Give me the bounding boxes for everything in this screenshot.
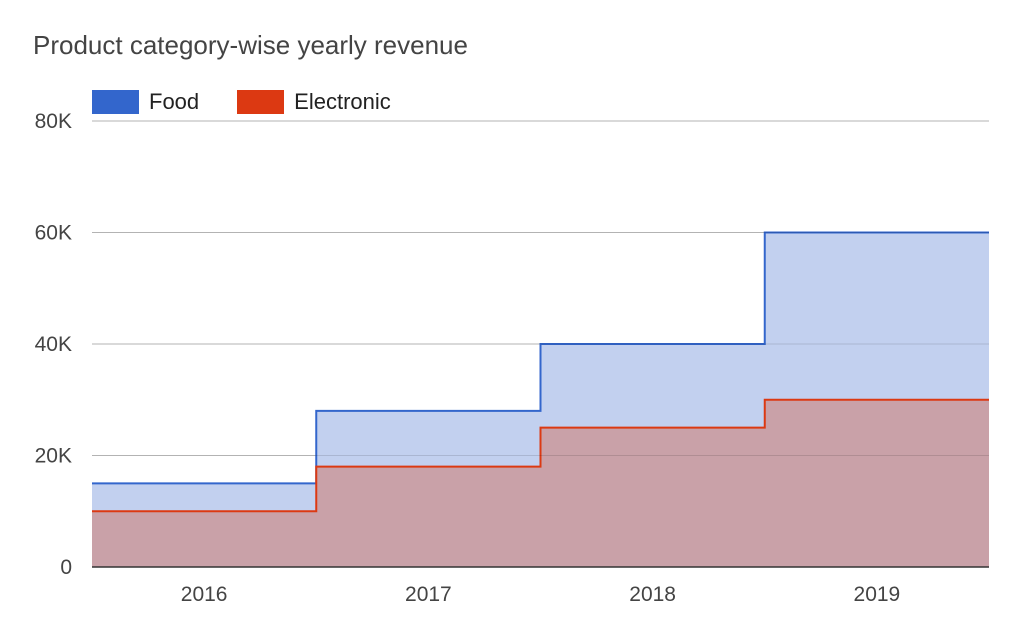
x-tick-label: 2017 <box>405 583 452 606</box>
x-tick-label: 2016 <box>181 583 228 606</box>
series-line-electronic <box>92 398 989 513</box>
chart-title: Product category-wise yearly revenue <box>33 30 468 60</box>
series-area-electronic <box>92 399 989 567</box>
legend-swatch-electronic <box>237 90 285 114</box>
legend-item-food: Food <box>92 89 199 115</box>
y-tick-label: 60K <box>35 222 72 245</box>
y-tick-label: 80K <box>35 110 72 133</box>
y-tick-label: 0 <box>60 556 72 579</box>
legend-label-electronic: Electronic <box>294 89 391 114</box>
x-tick-label: 2019 <box>854 583 901 606</box>
legend-item-electronic: Electronic <box>237 89 391 115</box>
y-tick-label: 20K <box>35 445 72 468</box>
y-tick-label: 40K <box>35 333 72 356</box>
x-tick-label: 2018 <box>629 583 676 606</box>
legend-swatch-food <box>92 90 139 114</box>
legend: Food Electronic <box>92 89 429 115</box>
legend-label-food: Food <box>149 89 200 114</box>
